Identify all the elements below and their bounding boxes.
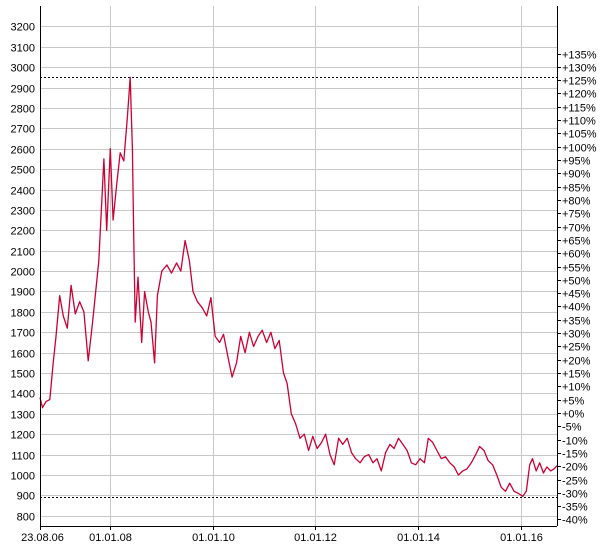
y-tick-label: 3000 [11, 63, 35, 75]
y-tick-label: 1600 [11, 349, 35, 361]
x-axis-ticks: 23.08.06 01.01.08 01.01.10 01.01.12 01.01.14… [21, 532, 543, 544]
y-tick-label: 3100 [11, 43, 35, 55]
y2-tick-label: +85% [562, 183, 591, 195]
y2-tick-label: +50% [562, 276, 591, 288]
y-tick-label: 1200 [11, 430, 35, 442]
y2-tick-label: -5% [562, 422, 582, 434]
y2-tick-label: +60% [562, 249, 591, 261]
x-tick-label: 01.01.08 [89, 532, 132, 544]
y2-tick-label: +135% [562, 50, 597, 62]
grid-lines [40, 6, 557, 526]
y2-tick-label: +95% [562, 156, 591, 168]
y2-tick-label: -30% [562, 489, 588, 501]
y2-tick-label: +120% [562, 89, 597, 101]
y-tick-label: 1800 [11, 308, 35, 320]
y2-tick-label: +55% [562, 263, 591, 275]
x-tick-label: 01.01.10 [192, 532, 235, 544]
y-tick-label: 2400 [11, 186, 35, 198]
x-tick-label: 01.01.12 [294, 532, 337, 544]
series-layer [39, 76, 558, 498]
y2-tick-label: +115% [562, 103, 596, 115]
x-tick-label: 01.01.16 [500, 532, 543, 544]
y2-tick-label: +15% [562, 369, 591, 381]
y-tick-label: 1100 [11, 451, 35, 463]
y2-tick-label: +125% [562, 76, 597, 88]
y2-tick-label: +65% [562, 236, 591, 248]
y-tick-label: 3200 [11, 22, 35, 34]
y2-tick-label: +100% [562, 143, 597, 155]
y2-tick-label: -15% [562, 449, 588, 461]
x-tick-label: 01.01.14 [397, 532, 440, 544]
y-tick-label: 900 [17, 491, 35, 503]
y2-tick-label: +80% [562, 196, 591, 208]
y2-tick-label: +35% [562, 316, 591, 328]
y-tick-label: 2600 [11, 145, 35, 157]
y2-tick-label: -35% [562, 502, 588, 514]
y2-tick-label: -20% [562, 462, 588, 474]
y2-tick-label: +75% [562, 209, 591, 221]
y2-tick-label: +105% [562, 129, 597, 141]
y-tick-label: 1000 [11, 471, 35, 483]
x-tick-label: 23.08.06 [21, 532, 64, 544]
y2-tick-label: +70% [562, 223, 591, 235]
y2-tick-label: +130% [562, 63, 597, 75]
axes [40, 6, 561, 530]
y2-tick-label: +10% [562, 382, 591, 394]
plot-area [40, 6, 557, 526]
y-tick-label: 1300 [11, 410, 35, 422]
y-tick-label: 2100 [11, 247, 35, 259]
y2-tick-label: +40% [562, 302, 591, 314]
y-tick-label: 2700 [11, 124, 35, 136]
y-tick-label: 2900 [11, 84, 35, 96]
y-tick-label: 2500 [11, 165, 35, 177]
y2-axis-ticks: -40%-35%-30%-25% -20%-15%-10% -5%+0%+5% +10… [562, 50, 597, 527]
y2-tick-label: +30% [562, 329, 591, 341]
y-tick-label: 1400 [11, 389, 35, 401]
y2-tick-label: +25% [562, 342, 591, 354]
y2-tick-label: +90% [562, 169, 591, 181]
y-tick-label: 2200 [11, 226, 35, 238]
y-tick-label: 2000 [11, 267, 35, 279]
y-tick-label: 1500 [11, 369, 35, 381]
y-tick-label: 2300 [11, 206, 35, 218]
series-line [39, 76, 558, 498]
y2-tick-label: +110% [562, 116, 596, 128]
y-tick-label: 800 [17, 512, 35, 524]
y2-tick-label: +20% [562, 356, 591, 368]
y2-tick-label: -25% [562, 476, 588, 488]
y-tick-label: 1900 [11, 287, 35, 299]
y2-tick-label: -10% [562, 436, 588, 448]
y-tick-label: 1700 [11, 328, 35, 340]
y-tick-label: 2800 [11, 104, 35, 116]
y2-tick-label: +5% [562, 396, 585, 408]
y-axis-ticks: 800 900 1000 1100 1200 1300 1400 1500 1600 1700 18… [11, 22, 35, 524]
y2-tick-label: +45% [562, 289, 591, 301]
y2-tick-label: -40% [562, 515, 588, 527]
y2-tick-label: +0% [562, 409, 585, 421]
